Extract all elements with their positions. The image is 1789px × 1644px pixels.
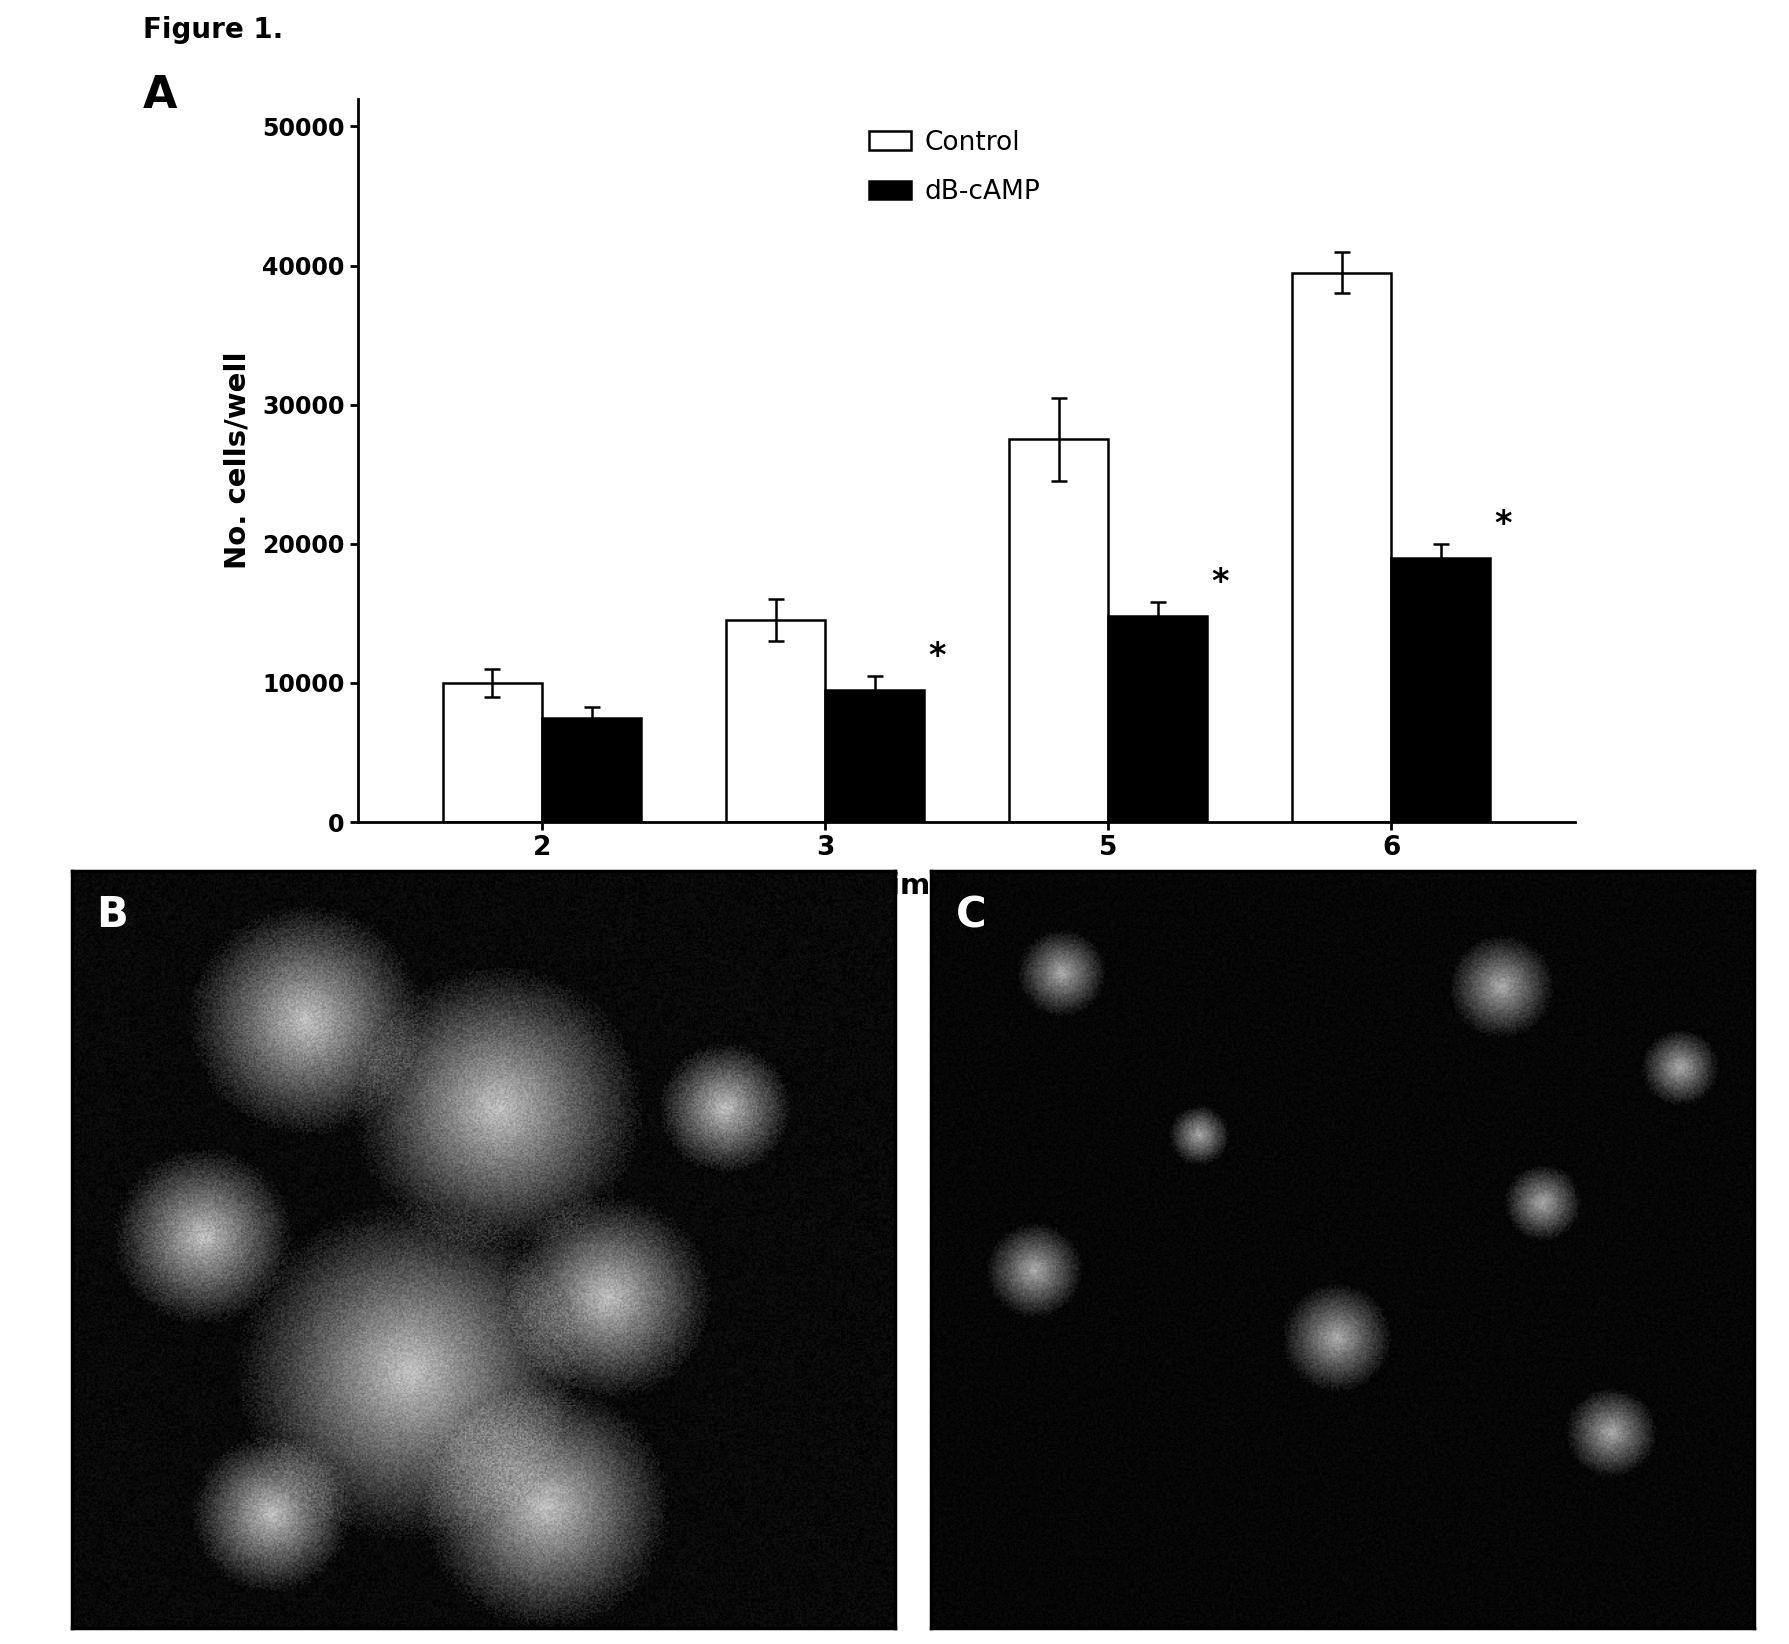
Bar (726, 620, 825, 822)
X-axis label: Time (days): Time (days) (869, 873, 1063, 901)
Text: B: B (97, 894, 129, 935)
Text: *: * (1494, 508, 1512, 541)
Text: A: A (143, 74, 177, 117)
Bar (542, 718, 640, 822)
Bar (442, 682, 542, 822)
Text: C: C (955, 894, 986, 935)
Bar (1107, 616, 1206, 822)
Text: *: * (1211, 567, 1227, 600)
Text: Figure 1.: Figure 1. (143, 16, 283, 44)
Text: *: * (928, 640, 945, 672)
Bar (825, 690, 923, 822)
Bar (1009, 439, 1107, 822)
Legend: Control, dB-cAMP: Control, dB-cAMP (857, 118, 1050, 215)
Y-axis label: No. cells/well: No. cells/well (224, 352, 250, 569)
Bar (1390, 557, 1490, 822)
Bar (1292, 273, 1390, 822)
